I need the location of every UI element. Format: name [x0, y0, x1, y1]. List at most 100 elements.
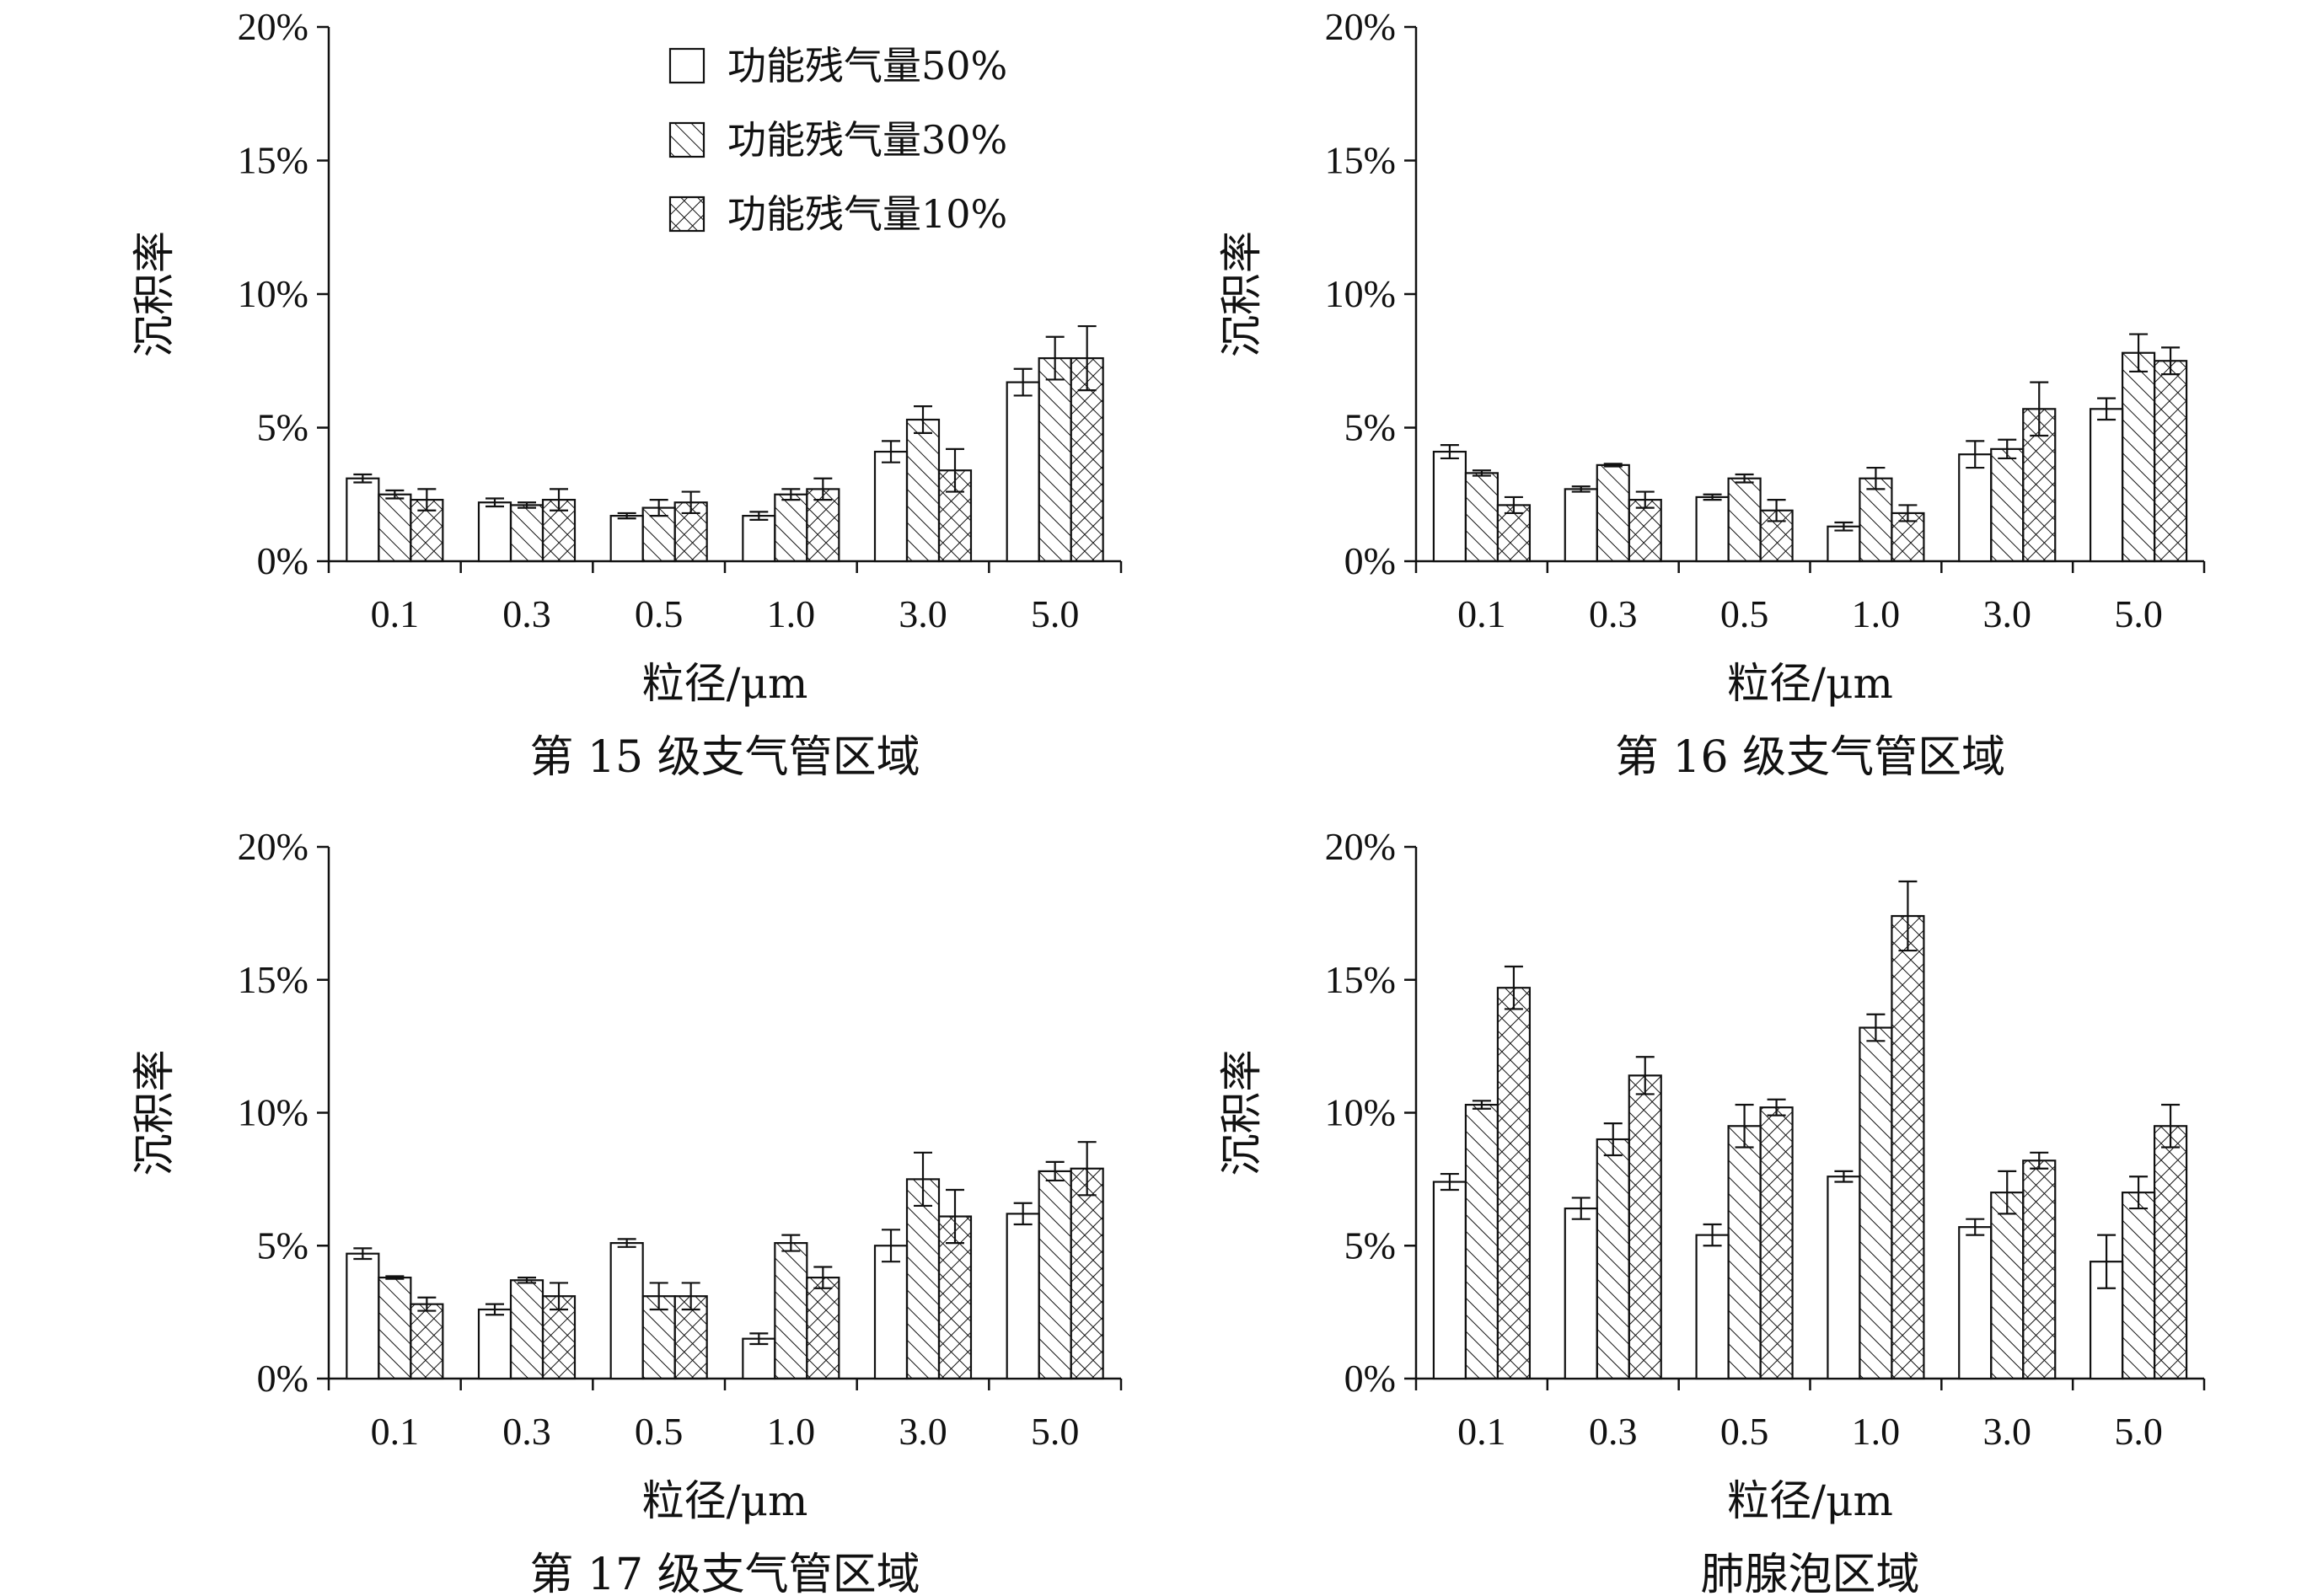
panel-caption: 第 17 级支气管区域 — [529, 1550, 920, 1596]
bar-series-1-0.5 — [609, 515, 644, 563]
bar-series-2-0.1 — [1464, 472, 1499, 563]
bar-series-2-3.0 — [905, 1178, 941, 1380]
legend-swatch-1 — [668, 47, 705, 84]
bar-series-2-1.0 — [1859, 1026, 1893, 1380]
panel-caption: 第 15 级支气管区域 — [529, 732, 920, 783]
bar-series-1-0.1 — [1432, 450, 1467, 563]
bar-series-3-0.5 — [1759, 1106, 1794, 1380]
x-tick-label: 5.0 — [2114, 592, 2163, 635]
bar-series-1-1.0 — [1827, 1176, 1861, 1380]
bar-series-3-5.0 — [1070, 1167, 1104, 1380]
bar-series-2-0.3 — [509, 1279, 545, 1380]
legend-label-1: 功能残气量50% — [727, 43, 1007, 88]
legend: 功能残气量50% 功能残气量30% 功能残气量10% — [668, 43, 1007, 237]
panel-caption: 肺腺泡区域 — [1700, 1550, 1919, 1596]
bar-series-3-0.1 — [1496, 987, 1532, 1380]
x-tick-label: 0.5 — [1720, 1410, 1769, 1453]
bar-series-1-1.0 — [742, 1337, 776, 1380]
y-tick-label: 5% — [257, 406, 308, 449]
bar-series-1-0.3 — [1564, 1207, 1598, 1380]
bar-series-1-0.3 — [1564, 488, 1598, 563]
bar-series-1-0.5 — [609, 1241, 644, 1380]
y-tick-label: 15% — [238, 139, 308, 182]
y-tick-label: 0% — [257, 539, 308, 582]
legend-label-2: 功能残气量30% — [727, 117, 1007, 163]
y-tick-label: 0% — [257, 1357, 308, 1400]
x-axis-label: 粒径/μm — [642, 1476, 808, 1525]
bar-series-2-0.5 — [1727, 477, 1762, 563]
y-tick-label: 20% — [238, 5, 308, 48]
x-axis-label: 粒径/μm — [642, 659, 808, 708]
x-tick-label: 5.0 — [1031, 592, 1080, 635]
x-tick-label: 1.0 — [1852, 1410, 1901, 1453]
bar-series-1-1.0 — [1827, 525, 1861, 563]
bar-series-1-3.0 — [1958, 453, 1993, 563]
legend-swatch-3 — [668, 195, 705, 233]
bar-series-2-0.3 — [1596, 463, 1630, 563]
bar-series-2-0.5 — [1727, 1125, 1762, 1380]
y-tick-label: 10% — [238, 272, 308, 315]
x-tick-label: 0.1 — [371, 592, 420, 635]
bar-series-2-5.0 — [1038, 1170, 1072, 1380]
x-tick-label: 0.5 — [635, 592, 684, 635]
y-axis-label: 沉积率 — [1217, 231, 1266, 357]
bar-series-1-0.3 — [477, 501, 512, 563]
bar-series-1-0.1 — [1432, 1181, 1467, 1380]
bar-series-3-0.1 — [410, 1303, 444, 1380]
bar-series-2-1.0 — [1859, 477, 1893, 563]
legend-swatch-2 — [668, 121, 705, 158]
bar-series-1-3.0 — [873, 1245, 909, 1380]
bar-series-1-0.1 — [346, 1252, 380, 1380]
bar-series-3-0.3 — [541, 1295, 577, 1380]
bar-series-2-5.0 — [2121, 351, 2156, 563]
bar-series-3-3.0 — [2022, 1160, 2057, 1380]
bar-series-3-5.0 — [2153, 360, 2188, 563]
bar-series-1-3.0 — [873, 450, 909, 563]
y-tick-label: 10% — [238, 1091, 308, 1134]
x-tick-label: 3.0 — [1983, 1410, 2032, 1453]
y-tick-label: 5% — [1344, 1224, 1396, 1267]
x-tick-label: 0.1 — [371, 1410, 420, 1453]
y-axis-label: 沉积率 — [1217, 1050, 1266, 1176]
x-tick-label: 1.0 — [767, 1410, 816, 1453]
bar-series-3-5.0 — [2153, 1125, 2188, 1380]
y-tick-label: 10% — [1325, 272, 1396, 315]
x-tick-label: 0.3 — [1589, 592, 1638, 635]
bar-series-1-1.0 — [742, 515, 776, 563]
y-tick-label: 20% — [1325, 825, 1396, 868]
y-tick-label: 20% — [238, 825, 308, 868]
bar-series-3-1.0 — [1891, 914, 1925, 1380]
bar-series-1-0.5 — [1695, 1234, 1730, 1380]
legend-label-3: 功能残气量10% — [727, 191, 1007, 237]
bar-series-1-5.0 — [1006, 1213, 1040, 1380]
bar-series-2-0.1 — [1464, 1103, 1499, 1380]
x-tick-label: 0.5 — [1720, 592, 1769, 635]
y-tick-label: 5% — [1344, 406, 1396, 449]
y-tick-label: 15% — [238, 958, 308, 1001]
bar-series-1-0.5 — [1695, 495, 1730, 563]
panel-caption: 第 16 级支气管区域 — [1615, 732, 2005, 783]
chart-panel-2: 0% 5% 10% 15% 20% 0.1 0.3 0.5 1.0 3.0 5.0 粒径/μm 沉积率第… — [1217, 5, 2206, 783]
x-tick-label: 5.0 — [1031, 1410, 1080, 1453]
bar-series-2-1.0 — [774, 493, 808, 563]
x-tick-label: 1.0 — [767, 592, 816, 635]
bar-series-2-3.0 — [905, 418, 941, 563]
y-tick-label: 15% — [1325, 958, 1396, 1001]
x-axis-label: 粒径/μm — [1727, 659, 1893, 708]
bar-series-1-0.1 — [346, 477, 380, 563]
x-tick-label: 0.1 — [1457, 1410, 1506, 1453]
bar-series-3-0.1 — [1496, 504, 1532, 563]
bar-series-2-1.0 — [774, 1241, 808, 1380]
bar-series-2-3.0 — [1990, 447, 2025, 563]
bar-series-2-0.3 — [509, 504, 545, 563]
x-tick-label: 0.3 — [502, 592, 551, 635]
y-axis-label: 沉积率 — [130, 231, 179, 357]
bar-series-1-3.0 — [1958, 1226, 1993, 1380]
x-tick-label: 5.0 — [2114, 1410, 2163, 1453]
y-tick-label: 0% — [1344, 539, 1396, 582]
bar-series-2-5.0 — [2121, 1192, 2156, 1380]
bar-series-3-1.0 — [806, 1277, 840, 1380]
chart-panel-4: 0% 5% 10% 15% 20% 0.1 0.3 0.5 1.0 3.0 5.0 粒径/μm 沉积率肺… — [1217, 825, 2206, 1596]
x-tick-label: 3.0 — [899, 592, 947, 635]
